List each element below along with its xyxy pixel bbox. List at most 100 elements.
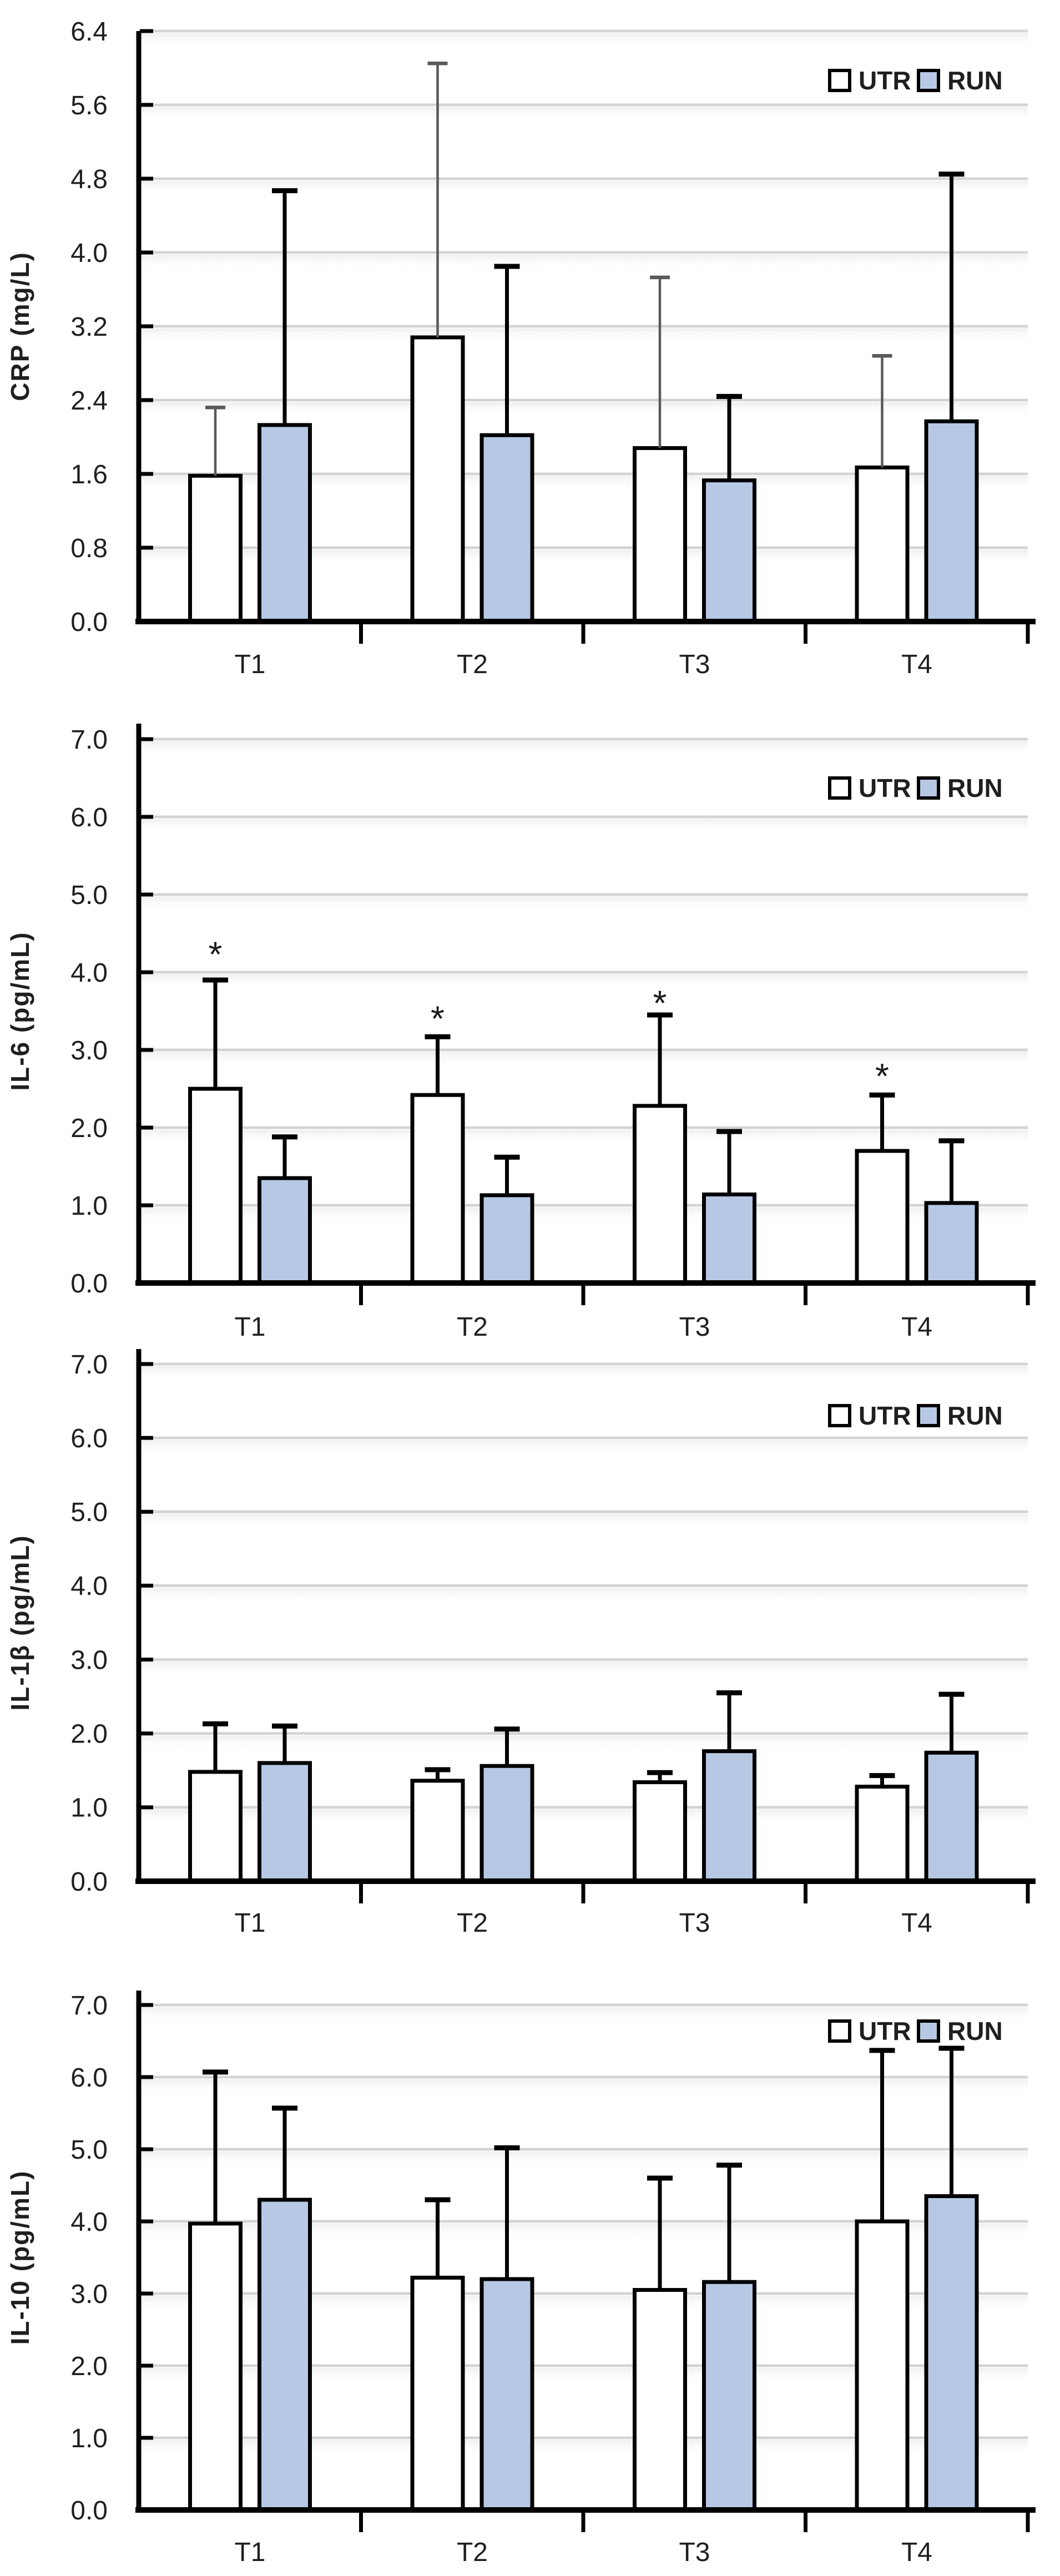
x-tick-label: T4 [901,1312,932,1342]
y-tick-label: 1.6 [70,460,108,489]
legend-swatch-UTR [828,69,851,92]
x-tick-label: T4 [901,2538,932,2567]
bar-UTR-T4 [855,2219,910,2512]
y-axis-title: IL-6 (pg/mL) [6,931,34,1090]
x-tick-label: T3 [679,1908,710,1938]
y-axis-title: IL-1β (pg/mL) [6,1534,34,1710]
x-tick-label: T1 [234,2538,265,2567]
legend-swatch-UTR [828,2019,851,2043]
y-tick-label: 1.0 [70,1794,108,1823]
bar-UTR-T3 [633,2288,687,2512]
y-tick-label: 0.0 [70,1269,108,1299]
bar-RUN-T3 [702,2280,756,2512]
legend-label-UTR: UTR [859,66,911,95]
y-tick-label: 1.0 [70,1191,108,1221]
y-tick-label: 5.0 [70,881,108,910]
bar-RUN-T1 [258,2198,312,2512]
x-tick-label: T4 [901,1908,932,1938]
y-tick-label: 2.0 [70,1114,108,1143]
bar-UTR-T2 [410,2275,465,2512]
bar-UTR-T4 [855,465,910,624]
x-tick-label: T2 [457,1908,488,1938]
x-tick-label: T4 [901,650,932,679]
bar-UTR-T3 [633,446,687,624]
y-tick-label: 5.6 [70,91,108,120]
bar-UTR-T2 [410,1779,465,1883]
bar-RUN-T1 [258,423,312,624]
y-tick-label: 6.0 [70,1424,108,1453]
gridline-shade [139,819,1028,834]
bar-UTR-T1 [188,1087,243,1285]
gridline-shade [139,974,1028,989]
y-tick-label: 5.0 [70,2135,108,2165]
x-tick-label: T3 [679,1312,710,1342]
bar-RUN-T1 [258,1761,312,1883]
bar-RUN-T2 [479,433,534,624]
legend-label-RUN: RUN [947,774,1003,802]
bar-UTR-T2 [410,335,465,624]
gridline-shade [139,33,1028,48]
legend-swatch-RUN [917,2019,940,2043]
y-tick-label: 1.0 [70,2424,108,2453]
bar-RUN-T3 [702,1192,756,1285]
y-tick-label: 7.0 [70,1991,108,2021]
x-tick-label: T2 [457,1312,488,1342]
x-tick-label: T1 [234,1312,265,1342]
y-tick-label: 2.4 [70,386,108,416]
y-tick-label: 4.0 [70,1572,108,1601]
gridline-shade [139,897,1028,911]
gridline-shade [139,1514,1028,1529]
gridline-shade [139,1440,1028,1455]
y-tick-label: 2.0 [70,2352,108,2381]
y-tick-label: 6.4 [70,17,108,47]
gridline-shade [139,1366,1028,1381]
y-tick-label: 2.0 [70,1720,108,1749]
gridline-shade [139,329,1028,343]
y-tick-label: 0.0 [70,2496,108,2526]
y-tick-label: 3.2 [70,312,108,342]
legend-swatch-UTR [828,1404,851,1427]
bar-RUN-T2 [479,2277,534,2512]
y-tick-label: 7.0 [70,1350,108,1380]
y-tick-label: 4.0 [70,239,108,268]
y-tick-label: 0.0 [70,608,108,637]
y-axis-title: CRP (mg/L) [6,251,34,401]
bar-RUN-T2 [479,1193,534,1285]
y-tick-label: 4.8 [70,165,108,194]
y-axis-title: IL-10 (pg/mL) [6,2170,34,2345]
legend-label-RUN: RUN [947,66,1003,95]
legend-label-UTR: UTR [859,774,911,802]
bar-UTR-T1 [188,1770,243,1883]
y-tick-label: 3.0 [70,2280,108,2309]
y-tick-label: 4.0 [70,958,108,988]
y-tick-label: 6.0 [70,2063,108,2093]
bar-RUN-T3 [702,478,756,624]
gridline-shade [139,1735,1028,1750]
x-tick-label: T2 [457,2538,488,2567]
significance-asterisk-T3: * [653,983,667,1023]
bar-UTR-T1 [188,2221,243,2512]
bar-RUN-T4 [924,1750,979,1883]
bar-RUN-T4 [924,419,979,624]
legend-label-RUN: RUN [947,1401,1003,1430]
gridline-shade [139,107,1028,122]
bar-UTR-T3 [633,1780,687,1883]
legend-swatch-UTR [828,776,851,800]
bar-RUN-T3 [702,1749,756,1883]
y-tick-label: 7.0 [70,725,108,755]
legend-swatch-RUN [917,1404,940,1427]
gridline-shade [139,1052,1028,1067]
significance-asterisk-T2: * [431,999,445,1039]
significance-asterisk-T4: * [875,1056,889,1096]
bar-UTR-T4 [855,1149,910,1285]
y-tick-label: 3.0 [70,1036,108,1065]
legend-swatch-RUN [917,69,940,92]
gridline-shade [139,2079,1028,2094]
x-tick-label: T1 [234,650,265,679]
bar-UTR-T4 [855,1785,910,1883]
bar-RUN-T4 [924,2194,979,2512]
gridline-shade [139,2151,1028,2166]
gridline-shade [139,402,1028,417]
bar-UTR-T2 [410,1093,465,1285]
